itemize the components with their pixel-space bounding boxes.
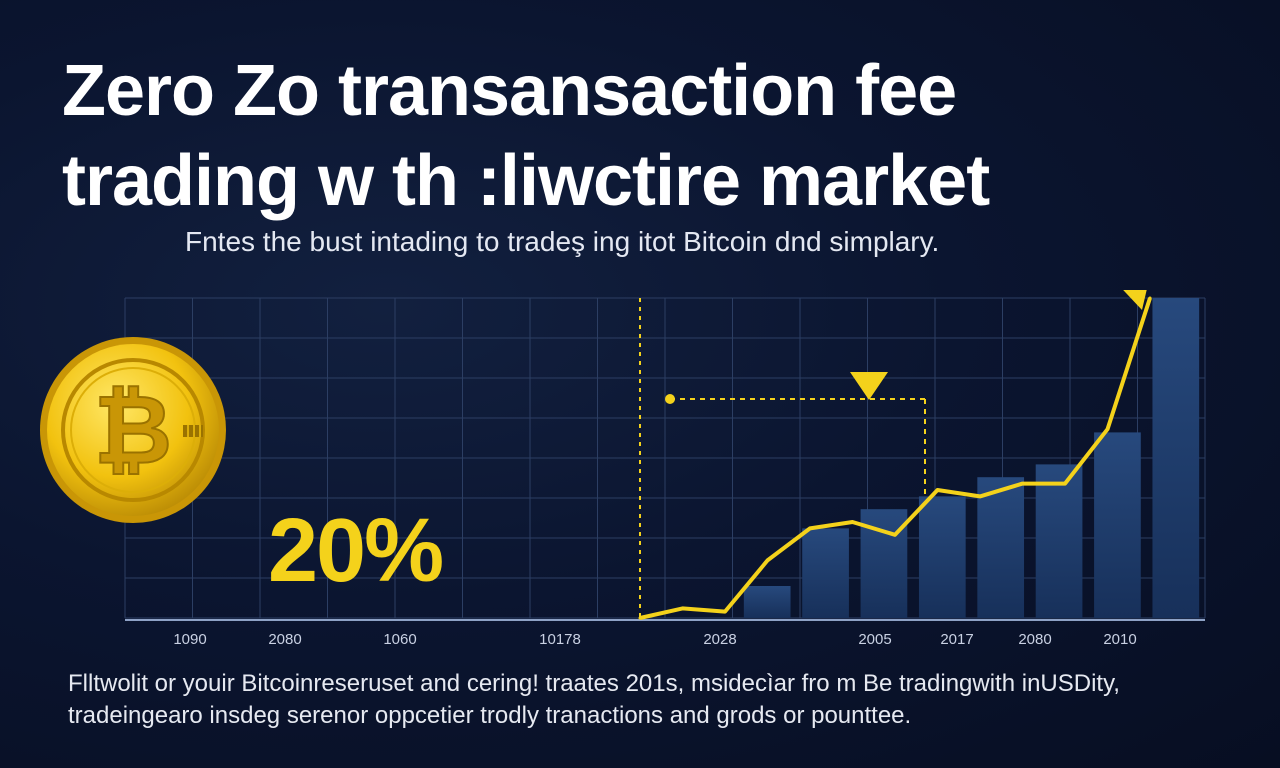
- line-point: [723, 610, 727, 614]
- bar: [802, 528, 849, 618]
- price-chart: 1090 2080 1060 10178 2028 2005 2017 2080 2010: [124, 290, 1206, 648]
- x-axis-ticks: 1090 2080 1060 10178 2028 2005 2017 2080 2010: [173, 631, 1136, 648]
- percent-badge: 20%: [268, 501, 444, 601]
- x-tick-label: 2017: [940, 631, 973, 648]
- footer-text: Flltwolit or youir Bitcoinreseruset and …: [68, 668, 1238, 732]
- triangle-marker-icon: [850, 372, 888, 400]
- subtitle: Fntes the bust intading to tradeş ing it…: [185, 226, 940, 257]
- x-tick-label: 10178: [539, 631, 581, 648]
- headline: Zero Zo transansaction fee trading w th …: [62, 46, 1242, 226]
- line-series: [638, 290, 1152, 620]
- line-point: [681, 606, 684, 610]
- chart-guides: [639, 298, 926, 618]
- line-point: [851, 520, 854, 524]
- line-point: [978, 494, 982, 498]
- x-tick-label: 1060: [383, 631, 416, 648]
- trend-up-arrow-icon: [1123, 290, 1147, 310]
- footer-line-2: tradeingearo insdeg serenor oppcetier tr…: [68, 702, 912, 729]
- line-point: [1021, 482, 1024, 486]
- line-point: [638, 616, 642, 620]
- bar: [1035, 464, 1083, 618]
- line-point: [893, 533, 897, 537]
- headline-line-2: trading w th :liwctire market: [62, 141, 990, 221]
- bar: [977, 477, 1025, 618]
- line-point: [808, 526, 812, 530]
- x-tick-label: 2005: [858, 631, 891, 648]
- x-tick-label: 2080: [1018, 631, 1051, 648]
- line-point: [766, 558, 769, 562]
- bar: [1094, 432, 1141, 618]
- bar: [918, 496, 966, 618]
- line-point: [936, 488, 939, 492]
- x-tick-label: 2028: [703, 631, 736, 648]
- line-point: [1063, 482, 1067, 486]
- guide-dot: [665, 394, 675, 404]
- svg-text:₿: ₿: [94, 377, 172, 484]
- line-point: [1106, 427, 1109, 431]
- bar: [743, 586, 791, 618]
- bitcoin-coin-icon: ₿: [40, 337, 226, 523]
- bar: [1152, 298, 1200, 618]
- x-tick-label: 1090: [173, 631, 206, 648]
- line-point: [1148, 296, 1152, 300]
- footer-line-1: Flltwolit or youir Bitcoinreseruset and …: [68, 670, 1120, 697]
- x-tick-label: 2080: [268, 631, 301, 648]
- headline-line-1: Zero Zo transansaction fee: [62, 51, 957, 131]
- x-tick-label: 2010: [1103, 631, 1136, 648]
